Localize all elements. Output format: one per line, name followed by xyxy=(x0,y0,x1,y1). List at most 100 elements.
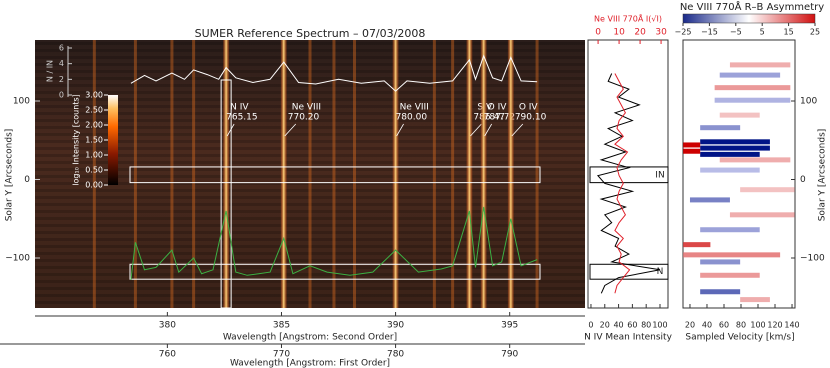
line-wavelength: 765.15 xyxy=(226,113,258,123)
asym-segment xyxy=(700,139,770,145)
emission-line xyxy=(507,40,514,308)
x-axis-title: N IV Mean Intensity xyxy=(584,333,672,343)
colorbar-tick-label: 5 xyxy=(760,28,765,37)
chart-title: SUMER Reference Spectrum – 07/03/2008 xyxy=(195,27,426,40)
leader xyxy=(511,123,524,137)
line-wavelength: 790.10 xyxy=(515,113,547,123)
asym-segment xyxy=(719,72,781,78)
faint-line xyxy=(192,40,196,308)
region-box xyxy=(129,166,541,184)
x-tick-label: 60 xyxy=(719,321,729,330)
x-tick-label: 100 xyxy=(750,321,765,330)
asym-segment xyxy=(719,112,760,118)
asym-segment xyxy=(740,187,795,193)
x-tick-label: 20 xyxy=(600,321,610,330)
y-tick-label: −100 xyxy=(800,253,825,263)
colorbar-tick-label: −15 xyxy=(701,28,718,37)
y-tick-label: 100 xyxy=(800,96,817,106)
colorbar-title: log₁₀ Intensity [counts] xyxy=(72,94,81,186)
y-tick-label: 0 xyxy=(24,175,30,185)
line-name: Ne VIII xyxy=(292,103,321,113)
asym-frame xyxy=(682,39,796,309)
x-tick-label: 20 xyxy=(685,321,695,330)
asym-segment xyxy=(683,148,701,154)
x-tick-label: 380 xyxy=(159,321,176,331)
x2-tick-label: 780 xyxy=(387,350,404,360)
line-wavelength: 770.20 xyxy=(288,113,320,123)
region-label: N xyxy=(657,267,664,277)
inset-tick-label: 2 xyxy=(59,75,64,84)
leader xyxy=(396,123,404,137)
asym-segment xyxy=(700,125,741,131)
inset-axis-title: N / IN xyxy=(46,60,55,82)
faint-line xyxy=(92,40,96,308)
x2-tick-label: 770 xyxy=(273,350,290,360)
line-name: Ne VIII xyxy=(400,103,429,113)
colorbar-tick-label: 15 xyxy=(784,28,794,37)
colorbar-tick-label: 1.00 xyxy=(85,151,103,160)
spectrum-rows xyxy=(35,40,585,308)
colorbar-title: Ne VIII 770Å R–B Asymmetry xyxy=(680,0,824,13)
x2-axis-title: Wavelength [Angstrom: First Order] xyxy=(230,359,390,368)
asym-segment xyxy=(683,242,711,248)
asym-segment xyxy=(700,151,760,157)
y-axis-title: Solar Y [Arcseconds] xyxy=(5,129,15,222)
faint-line xyxy=(332,40,336,308)
asym-segment xyxy=(700,259,741,265)
asym-segment xyxy=(719,157,791,163)
y-tick-label: 100 xyxy=(13,96,30,106)
region-label: IN xyxy=(655,170,664,180)
asym-segment xyxy=(729,62,791,68)
profile-line xyxy=(596,73,661,294)
x-axis-title: Sampled Velocity [km/s] xyxy=(685,333,794,343)
colorbar xyxy=(108,95,118,185)
inset-tick-label: 0 xyxy=(59,91,64,100)
x-tick-label: 395 xyxy=(501,321,518,331)
asym-segment xyxy=(714,97,791,103)
leader xyxy=(284,123,297,137)
y-axis-title: Solar Y [Arcseconds] xyxy=(818,129,828,222)
colorbar-tick-label: −25 xyxy=(675,28,692,37)
x-tick-label: 100 xyxy=(652,321,667,330)
x-tick-label: 140 xyxy=(784,321,799,330)
line-name: N IV xyxy=(230,103,249,113)
x2-tick-label: 0 xyxy=(595,28,601,38)
emission-line xyxy=(223,40,230,308)
asym-segment xyxy=(700,272,760,278)
faint-line xyxy=(308,40,312,308)
region-box xyxy=(129,263,541,280)
emission-line xyxy=(392,40,399,308)
line-name: O IV xyxy=(519,103,539,113)
profile-line xyxy=(614,73,631,294)
colorbar-tick-label: 1.50 xyxy=(85,136,103,145)
x-tick-label: 120 xyxy=(767,321,782,330)
asym-segment xyxy=(700,145,770,151)
x2-tick-label: 30 xyxy=(655,28,667,38)
line-name: O IV xyxy=(488,103,508,113)
faint-line xyxy=(353,40,357,308)
x-tick-label: 40 xyxy=(702,321,712,330)
x-tick-label: 390 xyxy=(387,321,404,331)
colorbar-tick-label: 2.50 xyxy=(85,106,103,115)
x-tick-label: 0 xyxy=(588,321,593,330)
x-tick-label: 80 xyxy=(641,321,651,330)
emission-line xyxy=(466,40,473,308)
x2-tick-label: 20 xyxy=(634,28,646,38)
faint-line xyxy=(432,40,436,308)
x2-tick-label: 10 xyxy=(613,28,625,38)
faint-line xyxy=(535,40,539,308)
x2-tick-label: 760 xyxy=(159,350,176,360)
emission-line xyxy=(280,40,287,308)
asym-segment xyxy=(683,142,701,148)
asym-segment xyxy=(740,297,770,303)
asym-segment xyxy=(729,212,795,218)
inset-tick-label: 4 xyxy=(59,59,64,68)
colorbar-tick-label: −5 xyxy=(730,28,742,37)
colorbar-tick-label: 3.00 xyxy=(85,91,103,100)
intensity-profile xyxy=(130,206,538,281)
asym-segment xyxy=(714,85,791,91)
faint-line xyxy=(451,40,455,308)
ratio-line xyxy=(130,54,538,92)
asym-segment xyxy=(700,289,741,295)
